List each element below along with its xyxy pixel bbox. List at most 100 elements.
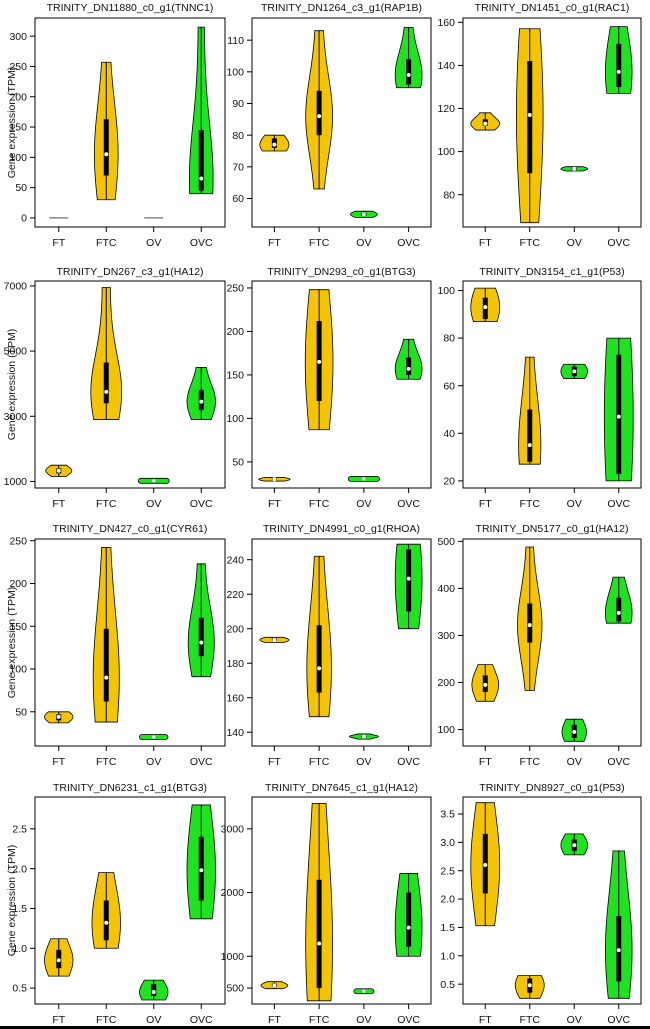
- x-tick-label: OVC: [397, 237, 420, 249]
- violin-ftc: [306, 555, 332, 718]
- x-tick-label: FTC: [96, 498, 117, 510]
- panel-1: TRINITY_DN11880_c0_g1(TNNC1) 0 50 100 150 200…: [9, 2, 226, 249]
- violin-iqr-box: [406, 59, 412, 85]
- y-tick-label: 300: [9, 31, 27, 43]
- y-tick-label: 100: [437, 724, 455, 736]
- y-tick-label: 220: [226, 589, 244, 601]
- panel-frame: [462, 280, 642, 489]
- x-tick-label: FT: [52, 1014, 65, 1026]
- y-tick-label: 100: [226, 66, 244, 78]
- panel-8: TRINITY_DN4991_c0_g1(RHOA) 140 160 180 200 22…: [226, 523, 432, 768]
- violin-ftc: [305, 802, 333, 1002]
- violin-ft: [259, 636, 290, 643]
- y-tick-label: 100: [437, 146, 455, 158]
- violin-median: [361, 734, 366, 739]
- panel-6: TRINITY_DN3154_c1_g1(P53) 20 40 60 80 100 FT FT…: [437, 266, 642, 510]
- violin-median: [104, 675, 109, 680]
- x-tick-label: OV: [356, 1014, 371, 1026]
- x-tick-label: FT: [479, 498, 492, 510]
- violin-median: [56, 714, 61, 719]
- violin-iqr-box: [316, 90, 322, 136]
- y-tick-label: 250: [9, 61, 27, 73]
- y-tick-label: 160: [226, 692, 244, 704]
- x-tick-label: OVC: [397, 1014, 420, 1026]
- violin-ov: [139, 734, 169, 740]
- x-tick-label: OV: [146, 498, 161, 510]
- y-tick-label: 100: [226, 413, 244, 425]
- violin-ftc: [93, 61, 119, 201]
- violin-median: [483, 682, 488, 687]
- violin-iqr-box: [316, 625, 322, 693]
- violin-ov: [353, 988, 375, 995]
- x-tick-label: FT: [268, 237, 281, 249]
- y-tick-label: 80: [232, 130, 244, 142]
- panel-frame: [34, 17, 226, 228]
- violin-median: [199, 399, 204, 404]
- y-tick-label: 1.5: [12, 903, 27, 915]
- panel-title: TRINITY_DN4991_c0_g1(RHOA): [263, 523, 420, 535]
- violin-iqr-box: [103, 900, 109, 941]
- panel-12: TRINITY_DN8927_c0_g1(P53) 0.5 1.0 1.5 2.0 2.5…: [440, 782, 642, 1026]
- x-tick-label: OV: [356, 756, 371, 768]
- violin-ftc: [517, 546, 543, 691]
- y-tick-label: 90: [232, 98, 244, 110]
- panel-frame: [251, 17, 432, 228]
- violin-median: [272, 983, 277, 988]
- panel-frame: [251, 280, 432, 489]
- panel-3: TRINITY_DN1451_c0_g1(RAC1) 80 100 120 140 160…: [437, 2, 642, 249]
- violin-iqr-box: [527, 603, 533, 643]
- x-tick-label: OV: [356, 498, 371, 510]
- panel-title: TRINITY_DN1451_c0_g1(RAC1): [475, 2, 630, 14]
- violin-ov: [560, 363, 589, 379]
- violin-ftc: [92, 547, 120, 723]
- y-tick-label: 3000: [221, 823, 245, 835]
- violin-median: [406, 925, 411, 930]
- panel-frame: [462, 17, 642, 228]
- violin-iqr-box: [616, 354, 622, 474]
- violin-ftc: [304, 289, 334, 431]
- x-tick-label: OV: [567, 756, 582, 768]
- violin-median: [272, 637, 277, 642]
- panel-title: TRINITY_DN6231_c1_g1(BTG3): [53, 782, 207, 794]
- x-tick-label: FTC: [520, 756, 541, 768]
- y-tick-label: 200: [9, 578, 27, 590]
- y-tick-label: 0.5: [440, 979, 455, 991]
- y-tick-label: 2.0: [12, 863, 27, 875]
- y-tick-label: 180: [226, 658, 244, 670]
- y-tick-label: 2.5: [12, 823, 27, 835]
- x-tick-label: OVC: [190, 1014, 213, 1026]
- violin-iqr-box: [198, 130, 204, 191]
- y-tick-label: 150: [9, 621, 27, 633]
- x-tick-label: OVC: [607, 1014, 630, 1026]
- x-tick-label: FTC: [309, 498, 330, 510]
- violin-ovc: [604, 26, 633, 94]
- y-tick-label: 3.5: [440, 809, 455, 821]
- violin-median: [56, 468, 61, 473]
- violin-median: [152, 735, 156, 739]
- violin-median: [527, 623, 532, 628]
- y-tick-label: 150: [226, 370, 244, 382]
- violin-ovc: [394, 873, 423, 957]
- x-tick-label: OV: [356, 237, 371, 249]
- x-tick-label: FT: [268, 498, 281, 510]
- x-tick-label: FT: [52, 498, 65, 510]
- violin-ovc: [394, 338, 423, 380]
- violin-ftc: [305, 30, 333, 190]
- y-tick-label: 200: [226, 326, 244, 338]
- violin-ft: [45, 464, 73, 477]
- panel-5: TRINITY_DN293_c0_g1(BTG3) 50 100 150 200 250 F…: [226, 266, 432, 510]
- y-tick-label: 160: [437, 17, 455, 29]
- violin-ovc: [186, 804, 216, 920]
- y-tick-label: 60: [232, 193, 244, 205]
- violin-ft: [44, 938, 74, 977]
- violin-iqr-box: [406, 357, 412, 375]
- y-tick-label: 70: [232, 161, 244, 173]
- y-tick-label: 1.0: [440, 950, 455, 962]
- violin-median: [616, 414, 621, 419]
- panel-9: TRINITY_DN5177_c0_g1(HA12) 100 200 300 400 50…: [437, 523, 642, 768]
- violin-median: [317, 941, 322, 946]
- violin-iqr-box: [616, 43, 622, 87]
- panel-title: TRINITY_DN1264_c3_g1(RAP1B): [261, 2, 422, 14]
- y-tick-label: 200: [9, 91, 27, 103]
- panel-frame: [34, 538, 226, 747]
